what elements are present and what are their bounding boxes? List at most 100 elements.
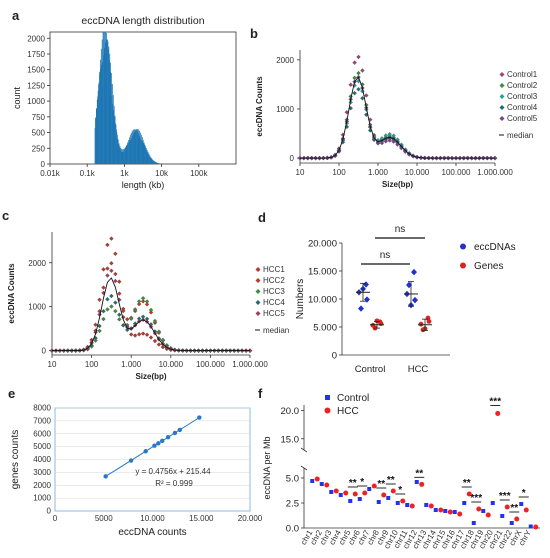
histogram-bar [125, 147, 127, 164]
data-point [97, 323, 102, 329]
histogram-bar [154, 161, 155, 164]
legend-label: HCC5 [263, 309, 285, 318]
data-point [319, 482, 324, 486]
histogram-bar [158, 163, 160, 164]
data-point [447, 509, 453, 515]
histogram-bar [101, 39, 103, 165]
histogram-bar [124, 148, 125, 164]
data-point [371, 483, 377, 489]
histogram-bar [151, 158, 153, 164]
data-point [152, 338, 158, 344]
histogram-bar [120, 148, 122, 164]
histogram-bar [96, 99, 98, 164]
histogram-bar [123, 150, 125, 164]
data-point [338, 493, 343, 497]
data-point [426, 319, 432, 324]
y-tick-label: 10.000 [308, 295, 337, 306]
histogram-bar [144, 144, 145, 164]
data-point [329, 490, 334, 494]
panel-label-e: e [8, 386, 15, 401]
histogram-bar [142, 141, 144, 164]
data-point [504, 504, 510, 510]
panel-label-b: b [250, 26, 258, 41]
data-point [500, 514, 505, 518]
x-tick-label: Control [355, 364, 386, 375]
significance-label: ** [510, 503, 518, 514]
histogram-bar [108, 60, 110, 164]
histogram-bar [133, 133, 134, 164]
histogram-bar [136, 128, 138, 164]
x-tick-label: 100 [332, 168, 346, 177]
histogram-bar [131, 138, 132, 164]
data-point [132, 333, 138, 338]
legend-label: median [263, 326, 289, 335]
x-axis-label: eccDNA counts [118, 527, 186, 538]
legend-marker [499, 72, 505, 77]
x-tick-label: 10k [155, 169, 169, 178]
legend-marker [499, 94, 505, 99]
panel-label-c: c [2, 208, 9, 223]
x-tick-label: 10 [48, 360, 57, 369]
data-point [409, 503, 415, 509]
data-point [428, 503, 434, 509]
data-point [113, 271, 118, 277]
y-tick-label: 2.5 [286, 499, 299, 510]
histogram-bar [145, 148, 147, 164]
data-point [105, 307, 110, 312]
data-point [519, 502, 524, 506]
data-point [352, 75, 357, 81]
data-point [136, 332, 142, 337]
histogram-bar [110, 62, 112, 164]
histogram-bar [144, 145, 146, 164]
data-point [156, 342, 162, 347]
data-point [156, 441, 161, 446]
x-axis-label: length (kb) [122, 180, 165, 190]
histogram-bar [95, 108, 97, 164]
data-point [128, 458, 134, 463]
data-point [113, 300, 118, 305]
data-point [387, 138, 392, 143]
y-tick-label: 0 [47, 507, 52, 516]
histogram-bar [148, 153, 150, 164]
legend-label: Control2 [507, 81, 538, 90]
data-point [165, 435, 171, 440]
legend-label: eccDNAs [474, 242, 516, 253]
significance-label: ns [380, 250, 391, 261]
significance-label: ** [349, 478, 357, 489]
y-tick-label: 1000 [28, 303, 46, 312]
panel-b: b 0 1000 2000 10 100 1.000 10.000 100.000 1.000.0… [250, 26, 538, 189]
axis-break [300, 465, 308, 471]
y-tick-label: 750 [32, 113, 46, 122]
histogram-bar [149, 156, 150, 164]
data-point [360, 68, 365, 73]
histogram-bar [120, 151, 122, 164]
histogram-bar [135, 129, 137, 164]
y-axis-label: eccDNA Counts [7, 263, 16, 324]
data-point [109, 304, 114, 309]
data-point [406, 152, 412, 157]
y-tick-label: 5.0 [286, 474, 299, 485]
data-point [177, 427, 182, 433]
data-point [395, 501, 400, 505]
data-point [419, 481, 425, 487]
x-tick-label: 10.000 [405, 168, 430, 177]
data-point [109, 293, 114, 299]
legend-label: HCC3 [263, 287, 285, 296]
data-point [356, 54, 361, 60]
data-point [109, 261, 114, 266]
data-point [438, 507, 444, 513]
histogram-bar [141, 137, 143, 164]
histogram-bar [104, 32, 106, 164]
legend-marker [255, 289, 261, 294]
data-point [414, 480, 419, 484]
histogram-bar [98, 84, 99, 164]
chart-title: eccDNA length distribution [81, 15, 204, 27]
legend-label: HCC1 [263, 265, 285, 274]
histogram-bar [125, 146, 127, 164]
histogram-bar [133, 131, 135, 164]
data-point [348, 499, 353, 503]
histogram-bar [157, 163, 159, 164]
data-point [375, 141, 381, 146]
